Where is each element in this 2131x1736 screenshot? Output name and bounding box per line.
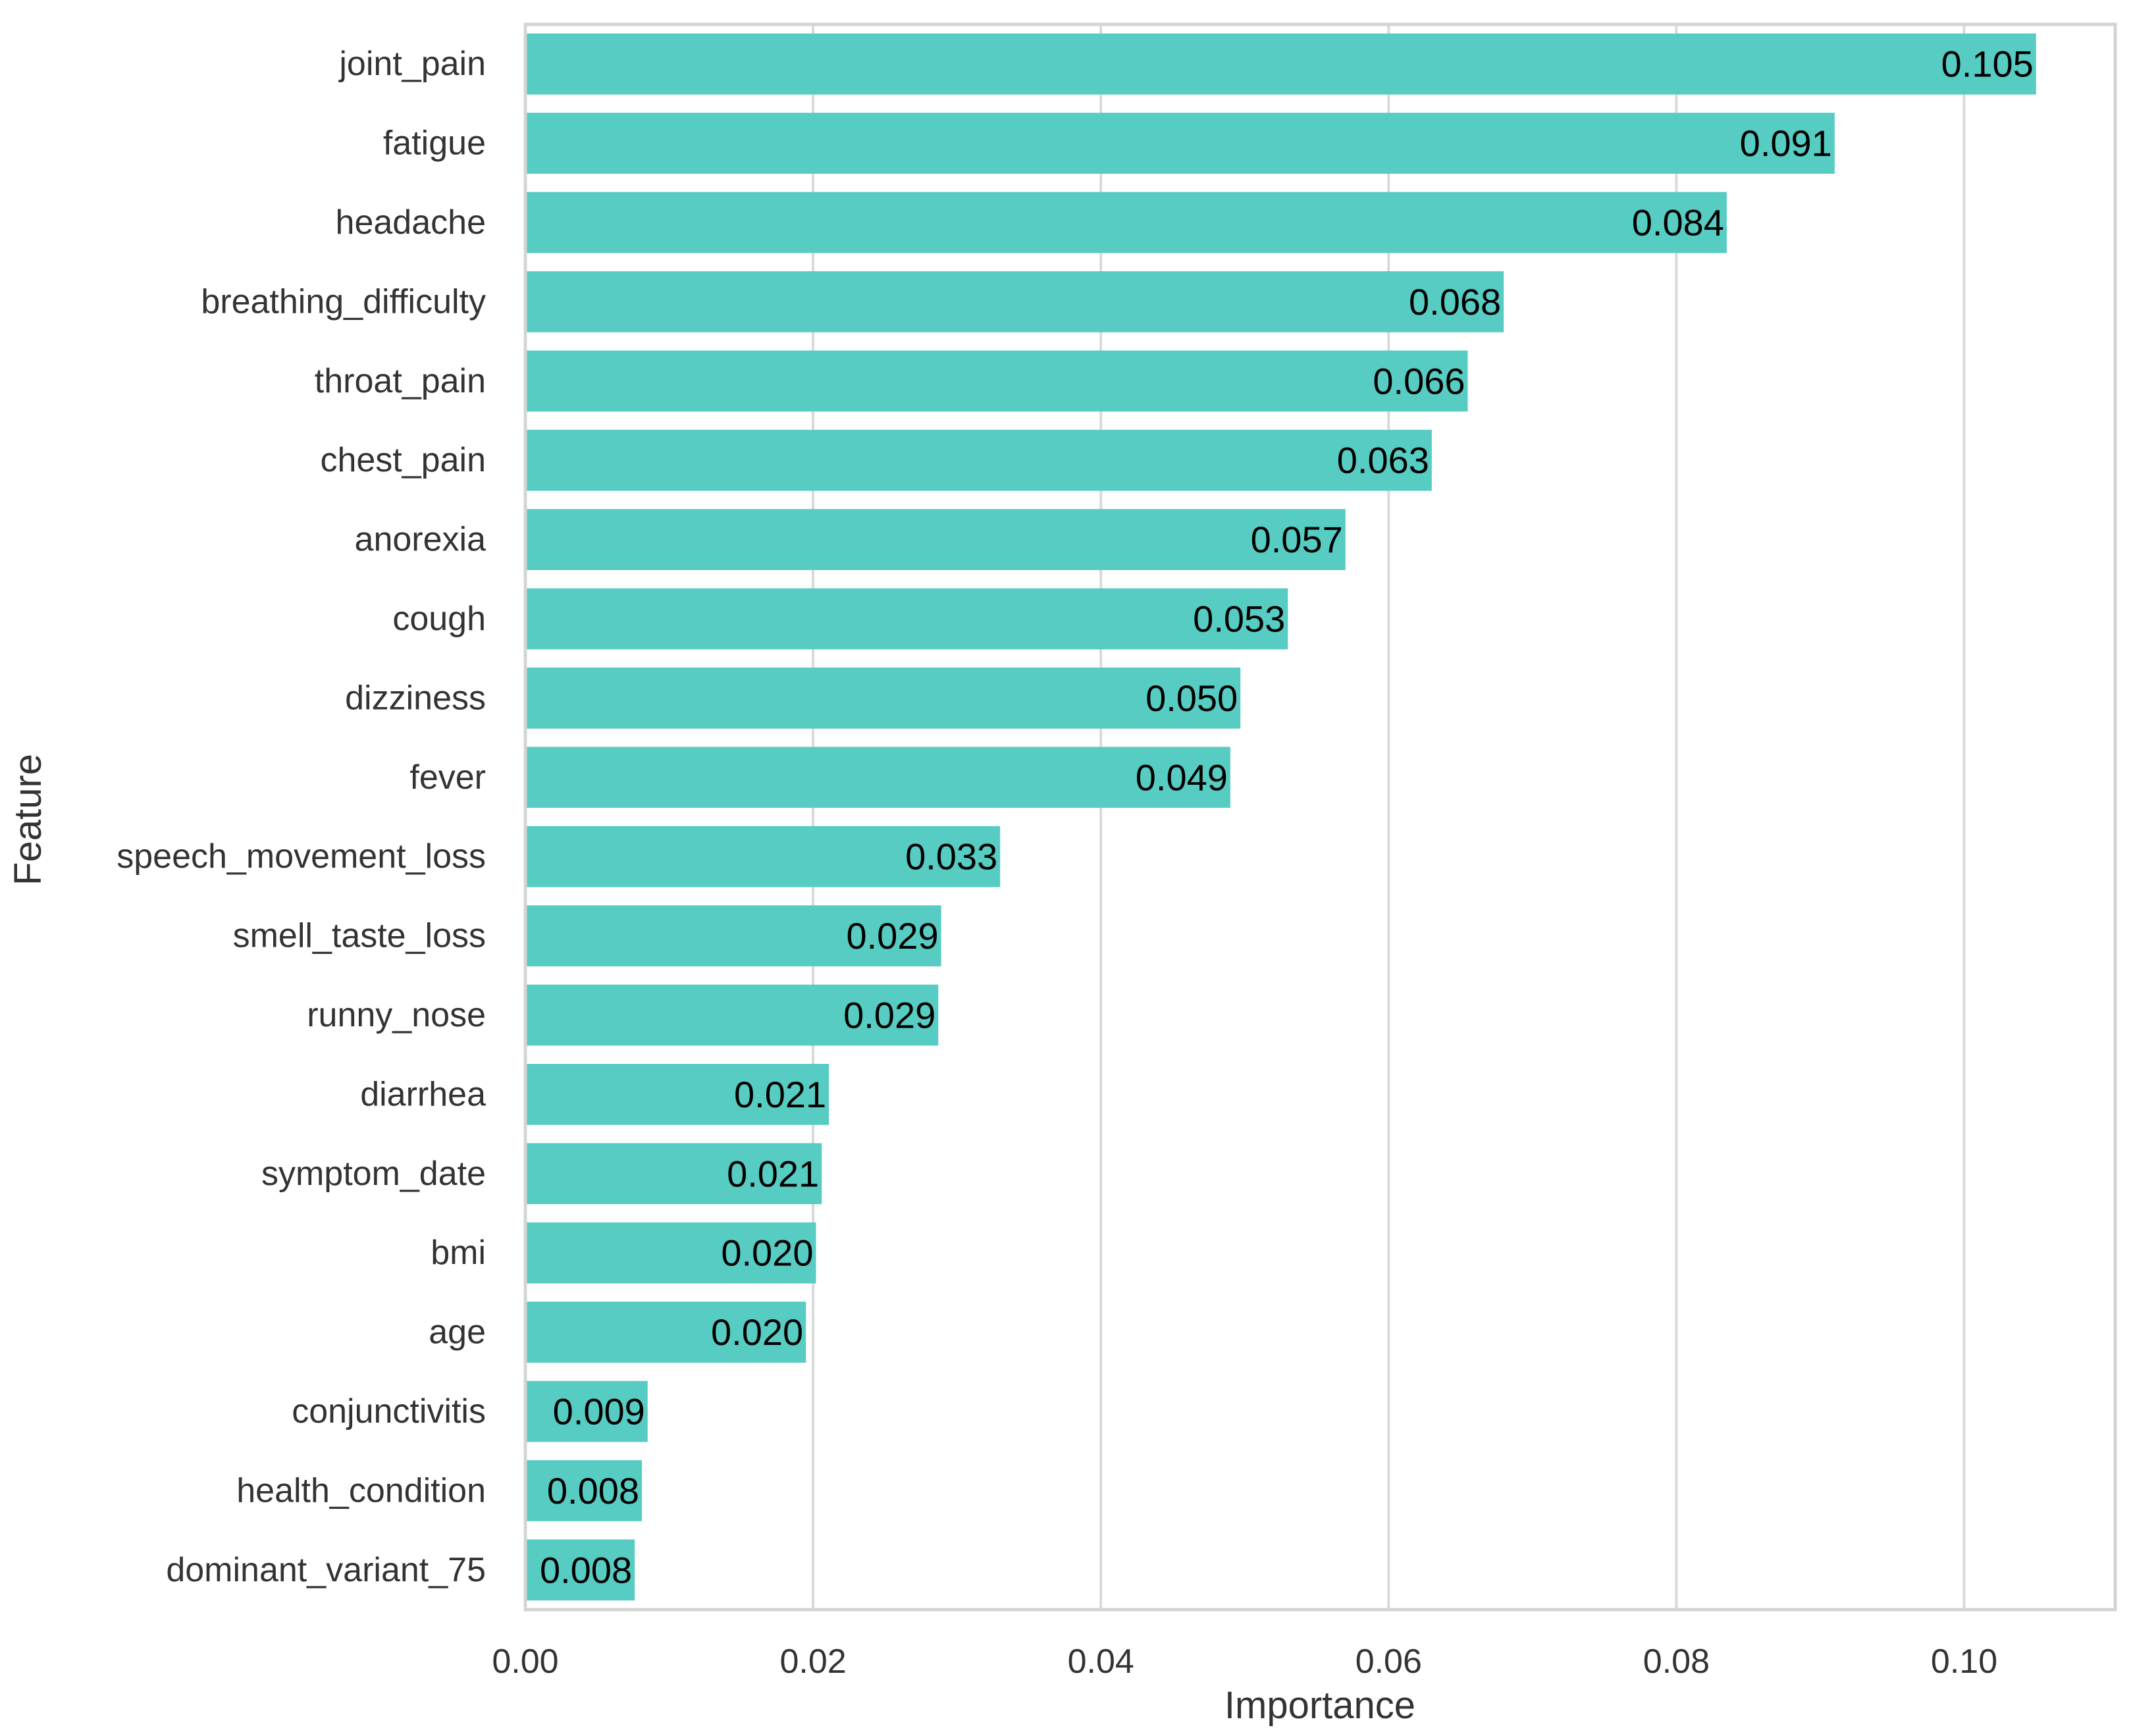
data-labels: 0.105 0.091 0.084 0.068 0.066 0.063 0.057 0.053… (540, 43, 2034, 1591)
data-label-bmi: 0.020 (721, 1232, 813, 1274)
x-tick-label: 0.08 (1643, 1643, 1710, 1681)
data-label-joint_pain: 0.105 (1941, 43, 2034, 85)
y-tick-label-age: age (429, 1313, 486, 1352)
y-tick-label-chest_pain: chest_pain (320, 441, 486, 479)
y-tick-label-fatigue: fatigue (383, 124, 486, 163)
y-tick-label-anorexia: anorexia (355, 521, 487, 559)
data-label-runny_nose: 0.029 (843, 995, 935, 1036)
bar-joint_pain (525, 33, 2036, 95)
x-tick-label: 0.04 (1068, 1643, 1134, 1681)
y-tick-label-speech_movement_loss: speech_movement_loss (117, 837, 486, 876)
bar-headache (525, 192, 1727, 253)
y-tick-label-smell_taste_loss: smell_taste_loss (233, 917, 486, 955)
bar-dominant_variant_75 (525, 1539, 635, 1601)
bar-symptom_date (525, 1143, 822, 1205)
y-tick-label-conjunctivitis: conjunctivitis (292, 1392, 486, 1431)
data-label-age: 0.020 (711, 1311, 803, 1353)
bar-smell_taste_loss (525, 905, 941, 966)
data-label-chest_pain: 0.063 (1337, 440, 1429, 481)
bar-cough (525, 588, 1288, 650)
y-tick-label-health_condition: health_condition (236, 1471, 486, 1510)
y-tick-label-headache: headache (336, 203, 486, 242)
y-tick-label-bmi: bmi (431, 1234, 486, 1272)
y-tick-label-throat_pain: throat_pain (315, 362, 486, 400)
y-tick-label-cough: cough (392, 600, 486, 638)
x-tick-labels: 0.00 0.02 0.04 0.06 0.08 0.10 (492, 1643, 1997, 1681)
bar-anorexia (525, 509, 1346, 570)
bar-breathing_difficulty (525, 271, 1504, 332)
y-tick-label-breathing_difficulty: breathing_difficulty (201, 282, 486, 321)
data-label-headache: 0.084 (1632, 202, 1724, 244)
bar-fever (525, 747, 1230, 808)
bar-speech_movement_loss (525, 826, 1001, 887)
data-label-symptom_date: 0.021 (727, 1153, 819, 1194)
bar-runny_nose (525, 984, 939, 1046)
bar-dizziness (525, 668, 1241, 729)
plot-background (525, 24, 2115, 1610)
x-tick-label: 0.02 (779, 1643, 846, 1681)
y-tick-label-symptom_date: symptom_date (261, 1155, 486, 1193)
x-tick-label: 0.06 (1355, 1643, 1422, 1681)
data-label-conjunctivitis: 0.009 (553, 1391, 645, 1433)
data-label-throat_pain: 0.066 (1373, 360, 1465, 402)
data-label-fever: 0.049 (1136, 756, 1228, 798)
bar-chest_pain (525, 429, 1432, 491)
y-tick-label-dizziness: dizziness (345, 679, 486, 717)
bar-health_condition (525, 1460, 643, 1521)
data-label-anorexia: 0.057 (1251, 519, 1343, 560)
y-tick-label-fever: fever (409, 758, 486, 797)
data-label-cough: 0.053 (1193, 598, 1285, 640)
x-tick-label: 0.00 (492, 1643, 558, 1681)
x-axis-title: Importance (1224, 1684, 1415, 1727)
bar-conjunctivitis (525, 1381, 648, 1442)
bar-age (525, 1302, 806, 1363)
y-tick-label-joint_pain: joint_pain (338, 45, 486, 83)
data-label-diarrhea: 0.021 (734, 1074, 826, 1115)
x-tick-label: 0.10 (1931, 1643, 1997, 1681)
data-label-dizziness: 0.050 (1145, 677, 1238, 719)
y-axis-title: Feature (7, 754, 49, 885)
data-label-speech_movement_loss: 0.033 (905, 836, 997, 878)
data-label-smell_taste_loss: 0.029 (846, 915, 938, 957)
plot-frame (523, 22, 2117, 1612)
y-tick-label-diarrhea: diarrhea (360, 1075, 486, 1113)
data-label-dominant_variant_75: 0.008 (540, 1549, 632, 1591)
y-tick-label-runny_nose: runny_nose (307, 996, 486, 1034)
bar-bmi (525, 1222, 816, 1284)
bar-fatigue (525, 113, 1835, 174)
data-label-breathing_difficulty: 0.068 (1409, 281, 1501, 323)
data-label-fatigue: 0.091 (1740, 122, 1832, 164)
data-label-health_condition: 0.008 (547, 1470, 639, 1512)
bars (525, 33, 2036, 1601)
bar-diarrhea (525, 1064, 829, 1125)
bar-throat_pain (525, 350, 1468, 412)
y-tick-label-dominant_variant_75: dominant_variant_75 (166, 1551, 486, 1589)
